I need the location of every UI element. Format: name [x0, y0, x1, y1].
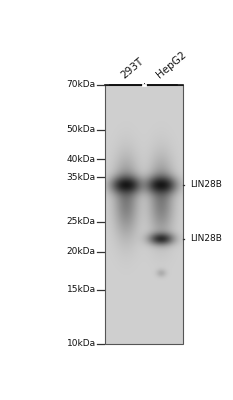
- Text: 15kDa: 15kDa: [67, 285, 96, 294]
- Text: 50kDa: 50kDa: [67, 125, 96, 134]
- Text: 70kDa: 70kDa: [67, 80, 96, 90]
- Text: 40kDa: 40kDa: [67, 155, 96, 164]
- Text: LIN28B: LIN28B: [190, 234, 222, 243]
- Text: 20kDa: 20kDa: [67, 247, 96, 256]
- Text: 25kDa: 25kDa: [67, 217, 96, 226]
- Text: 10kDa: 10kDa: [67, 339, 96, 348]
- Text: LIN28B: LIN28B: [190, 180, 222, 190]
- Bar: [105, 85, 183, 344]
- Text: 35kDa: 35kDa: [67, 173, 96, 182]
- Text: HepG2: HepG2: [154, 50, 188, 80]
- Text: 293T: 293T: [120, 56, 146, 80]
